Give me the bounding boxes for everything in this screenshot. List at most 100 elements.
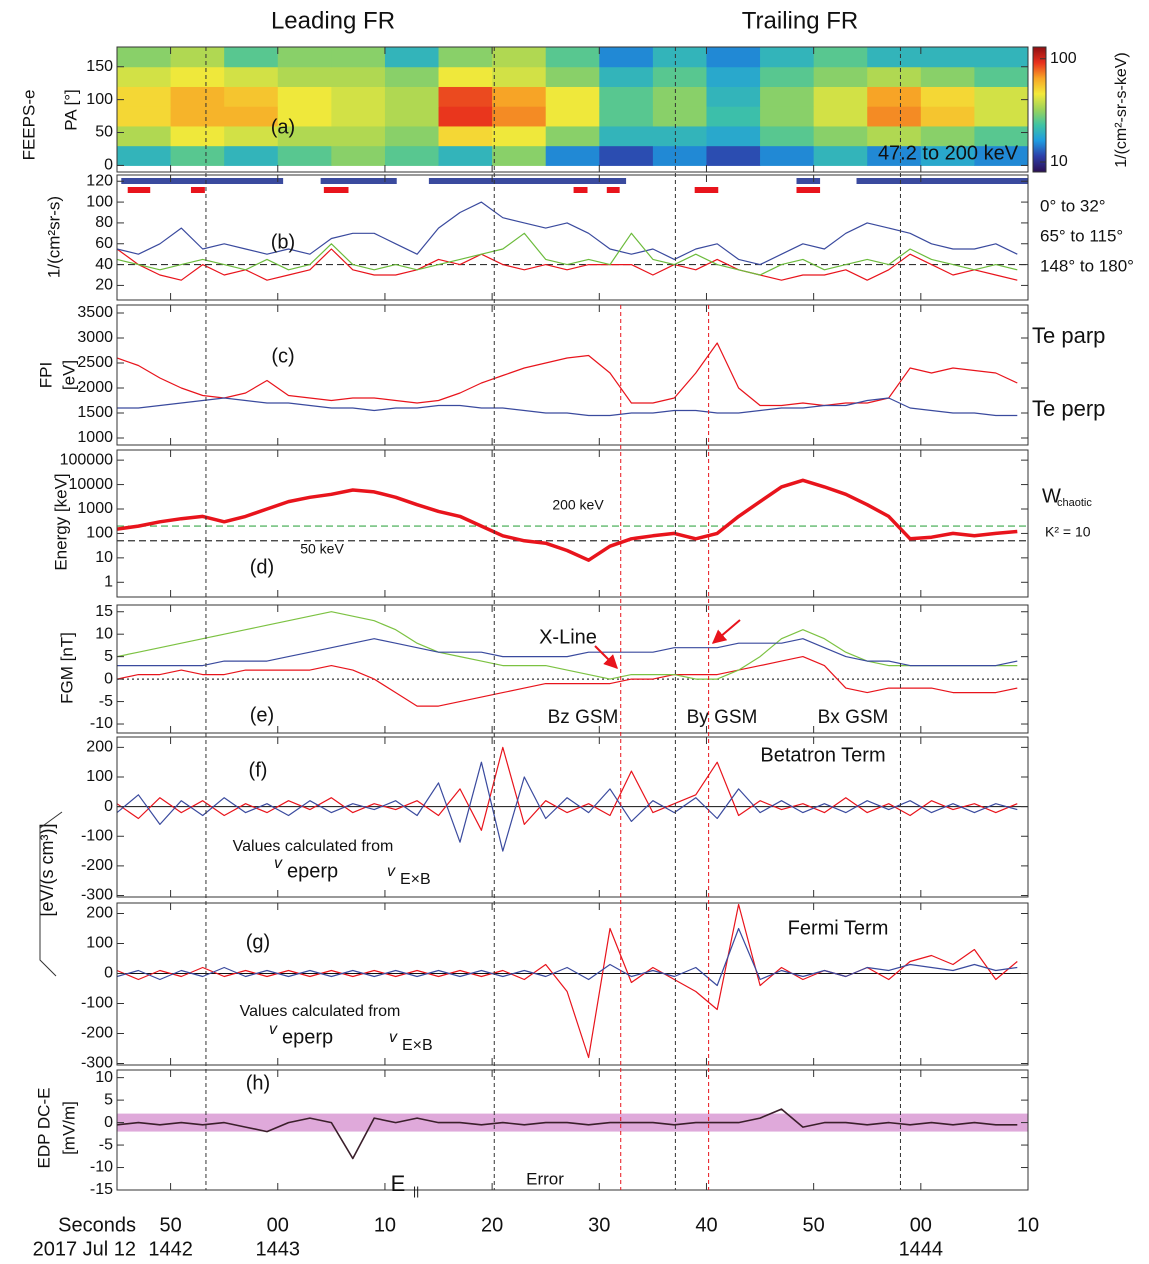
heatmap-cell	[652, 66, 707, 87]
heatmap-cell	[599, 125, 654, 147]
y-tick-label: 5	[104, 1091, 113, 1108]
title-left: Leading FR	[271, 7, 395, 34]
heatmap-cell	[277, 47, 332, 68]
legend-label: eperp	[287, 860, 338, 882]
heatmap-cell	[867, 106, 922, 127]
legend-label: 65° to 115°	[1040, 226, 1123, 245]
annotation: W	[1042, 485, 1061, 507]
series-line	[117, 638, 1018, 667]
heatmap-cell	[438, 106, 493, 127]
heatmap-cell	[974, 66, 1028, 87]
panel-frame	[116, 1069, 1029, 1191]
heatmap-cell	[545, 106, 600, 127]
y-tick-label: 120	[86, 172, 113, 189]
heatmap-cell	[492, 106, 547, 127]
heatmap-cell	[760, 86, 815, 107]
annotation: 47.2 to 200 keV	[878, 142, 1019, 164]
heatmap-cell	[974, 106, 1028, 127]
heatmap-cell	[545, 66, 600, 87]
heatmap-cell	[170, 47, 225, 68]
panel-label: (h)	[246, 1072, 270, 1094]
heatmap-cell	[438, 66, 493, 87]
y-tick-label: 80	[95, 214, 113, 231]
heatmap-cell	[492, 47, 547, 68]
legend-label: 0° to 32°	[1040, 196, 1106, 215]
interval-bar	[573, 187, 588, 193]
panel-plot	[117, 178, 1028, 281]
x-tick-label: 10	[374, 1214, 396, 1236]
panel-frame	[116, 46, 1029, 173]
heatmap-cell	[920, 125, 975, 147]
hour-label: 1443	[256, 1238, 301, 1260]
y-tick-label: 1500	[77, 404, 113, 421]
legend-label: By GSM	[687, 707, 758, 728]
panel-plot	[117, 746, 1028, 852]
heatmap-cell	[492, 145, 547, 166]
y-axis-label: FEEPS-e	[19, 90, 38, 161]
panel-plot	[117, 1108, 1028, 1160]
annotation: chaotic	[1057, 497, 1092, 509]
heatmap-cell	[277, 145, 332, 166]
arrow	[711, 619, 741, 644]
heatmap-cell	[384, 47, 440, 68]
x-tick-label: 10	[1017, 1214, 1039, 1236]
heatmap-cell	[974, 145, 1028, 166]
heatmap-cell	[117, 145, 172, 166]
heatmap-cell	[438, 145, 493, 166]
y-tick-label: 2500	[77, 354, 113, 371]
heatmap-cell	[706, 125, 761, 147]
annotation: Values calculated from	[233, 838, 394, 855]
legend-label: Bz GSM	[548, 707, 619, 728]
heatmap-cell	[545, 86, 600, 107]
y-tick-label: -300	[81, 1055, 113, 1072]
y-tick-label: 10	[95, 549, 113, 566]
hour-label: 1442	[148, 1238, 193, 1260]
panel-frame	[116, 736, 1029, 898]
legend-label: E×B	[402, 1037, 433, 1054]
panel-frame	[116, 449, 1029, 598]
y-axis-label: [mV/m]	[59, 1101, 78, 1155]
x-tick-label: 40	[695, 1214, 717, 1236]
legend-label: Bx GSM	[818, 707, 889, 728]
heatmap-cell	[813, 145, 868, 166]
y-tick-label: 100000	[60, 451, 113, 468]
heatmap-cell	[599, 106, 654, 127]
heatmap-cell	[867, 66, 922, 87]
y-tick-label: -200	[81, 1025, 113, 1042]
y-tick-label: 20	[95, 277, 113, 294]
heatmap-cell	[438, 47, 493, 68]
panel-frame	[116, 174, 1029, 301]
heatmap-cell	[331, 86, 386, 107]
y-tick-label: 100	[86, 91, 113, 108]
y-tick-label: 3000	[77, 329, 113, 346]
heatmap-cell	[867, 125, 922, 147]
heatmap-cell	[920, 86, 975, 107]
y-tick-label: -300	[81, 887, 113, 904]
heatmap-cell	[867, 86, 922, 107]
y-tick-label: -5	[99, 693, 113, 710]
heatmap-cell	[760, 66, 815, 87]
heatmap-cell	[492, 125, 547, 147]
x-tick-label: 20	[481, 1214, 503, 1236]
heatmap-cell	[277, 106, 332, 127]
interval-bar	[190, 187, 205, 193]
panel-plot	[117, 342, 1018, 417]
annotation: X-Line	[539, 626, 597, 648]
heatmap-cell	[760, 47, 815, 68]
heatmap-cell	[867, 47, 922, 68]
interval-bar	[694, 187, 719, 193]
y-tick-label: -100	[81, 827, 113, 844]
heatmap-cell	[117, 86, 172, 107]
y-tick-label: 0	[104, 798, 113, 815]
y-tick-label: -200	[81, 857, 113, 874]
heatmap-cell	[760, 125, 815, 147]
y-tick-label: -10	[90, 1159, 113, 1176]
panel-plot	[117, 47, 1028, 166]
y-axis-label: FGM [nT]	[57, 632, 76, 704]
y-tick-label: 100	[86, 193, 113, 210]
y-tick-label: 1000	[77, 429, 113, 446]
heatmap-cell	[652, 106, 707, 127]
series-line	[117, 656, 1018, 707]
interval-bar	[320, 178, 397, 184]
series-line	[117, 342, 1018, 407]
